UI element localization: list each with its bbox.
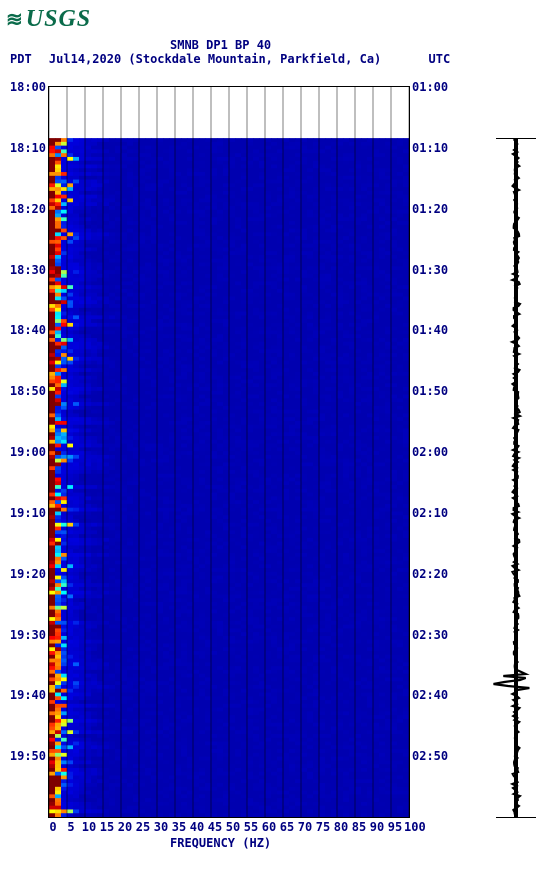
utc-label: UTC — [429, 52, 451, 66]
right-tick: 01:30 — [412, 263, 458, 277]
left-tick: 18:10 — [6, 141, 46, 155]
left-tick: 18:00 — [6, 80, 46, 94]
left-tick: 19:30 — [6, 628, 46, 642]
x-tick: 90 — [368, 820, 386, 834]
right-tick: 02:50 — [412, 749, 458, 763]
right-tick: 01:20 — [412, 202, 458, 216]
left-tick: 18:40 — [6, 323, 46, 337]
frequency-axis-label: FREQUENCY (HZ) — [170, 836, 271, 850]
x-tick: 15 — [98, 820, 116, 834]
x-tick: 35 — [170, 820, 188, 834]
right-tick: 01:10 — [412, 141, 458, 155]
x-tick: 0 — [44, 820, 62, 834]
left-tick: 19:20 — [6, 567, 46, 581]
x-tick: 65 — [278, 820, 296, 834]
right-tick: 02:20 — [412, 567, 458, 581]
pdt-label: PDT — [10, 52, 32, 66]
x-tick: 95 — [386, 820, 404, 834]
x-tick: 75 — [314, 820, 332, 834]
usgs-logo: USGS — [6, 6, 91, 33]
right-tick: 01:00 — [412, 80, 458, 94]
x-tick: 50 — [224, 820, 242, 834]
left-tick: 19:50 — [6, 749, 46, 763]
location-label: (Stockdale Mountain, Parkfield, Ca) — [128, 52, 381, 66]
left-tick: 19:10 — [6, 506, 46, 520]
right-tick: 02:00 — [412, 445, 458, 459]
x-tick: 30 — [152, 820, 170, 834]
left-tick: 18:50 — [6, 384, 46, 398]
x-tick: 10 — [80, 820, 98, 834]
plot-subtitle: PDT Jul14,2020 (Stockdale Mountain, Park… — [10, 52, 450, 66]
right-tick: 01:50 — [412, 384, 458, 398]
x-tick: 60 — [260, 820, 278, 834]
date-label: Jul14,2020 — [49, 52, 121, 66]
left-tick: 18:20 — [6, 202, 46, 216]
x-tick: 80 — [332, 820, 350, 834]
waveform-trace — [486, 138, 546, 818]
spectrogram-image — [49, 87, 409, 817]
spectrogram-plot — [48, 86, 410, 818]
right-tick: 02:30 — [412, 628, 458, 642]
x-tick: 20 — [116, 820, 134, 834]
x-tick: 70 — [296, 820, 314, 834]
frequency-axis: 0510152025303540455055606570758085909510… — [44, 820, 422, 834]
x-tick: 85 — [350, 820, 368, 834]
right-tick: 02:40 — [412, 688, 458, 702]
x-tick: 55 — [242, 820, 260, 834]
right-tick: 01:40 — [412, 323, 458, 337]
x-tick: 25 — [134, 820, 152, 834]
left-tick: 19:00 — [6, 445, 46, 459]
plot-title: SMNB DP1 BP 40 — [170, 38, 271, 52]
x-tick: 40 — [188, 820, 206, 834]
x-tick: 100 — [404, 820, 422, 834]
left-tick: 18:30 — [6, 263, 46, 277]
right-tick: 02:10 — [412, 506, 458, 520]
x-tick: 5 — [62, 820, 80, 834]
left-tick: 19:40 — [6, 688, 46, 702]
x-tick: 45 — [206, 820, 224, 834]
